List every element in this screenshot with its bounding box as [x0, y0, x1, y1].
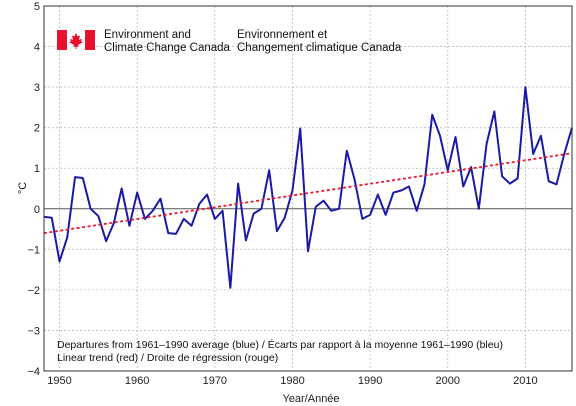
grid-lines [44, 6, 572, 371]
series-departures-line [43, 86, 573, 289]
x-tick-label: 1990 [358, 375, 382, 387]
y-tick-label: 0 [34, 204, 40, 216]
logo-en-line-1: Environment and [104, 29, 191, 41]
eccc-logo: Environment and Climate Change Canada En… [57, 29, 402, 54]
y-tick-label: 2 [34, 123, 40, 135]
y-tick-label: −4 [27, 366, 40, 378]
y-tick-labels: −4 −3 −2 −1 0 1 2 3 4 5 [27, 1, 40, 378]
y-tick-label: 3 [34, 82, 40, 94]
plot-frame [43, 5, 573, 372]
y-axis-label: °C [17, 182, 29, 194]
x-tick-label: 2010 [513, 375, 537, 387]
x-tick-label: 2000 [436, 375, 460, 387]
logo-fr-line-2: Changement climatique Canada [237, 42, 402, 54]
y-tick-label: 4 [34, 42, 40, 54]
x-tick-label: 1950 [47, 375, 71, 387]
y-tick-label: −1 [27, 244, 40, 256]
logo-en-line-2: Climate Change Canada [104, 42, 231, 54]
logo-fr-line-1: Environnement et [237, 29, 328, 41]
annotation-trend: Linear trend (red) / Droite de régressio… [57, 352, 278, 364]
annotation-departures: Departures from 1961–1990 average (blue)… [57, 338, 503, 351]
series-trend-line [43, 152, 573, 234]
x-tick-label: 1960 [125, 375, 149, 387]
canada-flag-icon [57, 30, 95, 50]
x-tick-label: 1970 [203, 375, 227, 387]
y-tick-label: 1 [34, 163, 40, 175]
x-axis-label: Year/Année [282, 393, 339, 405]
y-tick-label: −2 [27, 285, 40, 297]
x-tick-labels: 1950 1960 1970 1980 1990 2000 2010 [47, 375, 537, 387]
y-tick-label: −3 [27, 325, 40, 337]
x-tick-label: 1980 [280, 375, 304, 387]
data-series [43, 86, 573, 289]
y-tick-label: 5 [34, 1, 40, 13]
